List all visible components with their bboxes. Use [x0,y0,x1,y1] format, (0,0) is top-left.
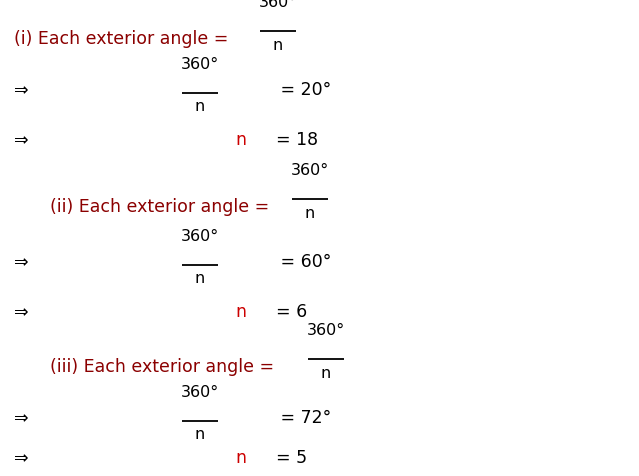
Text: n: n [321,365,331,380]
Text: n: n [195,99,205,114]
Text: 360°: 360° [259,0,297,10]
Text: 360°: 360° [181,384,219,399]
Text: (iii) Each exterior angle =: (iii) Each exterior angle = [50,357,280,375]
Text: 360°: 360° [291,163,329,178]
Text: 360°: 360° [307,322,345,337]
Text: ⇒: ⇒ [14,448,29,466]
Text: = 20°: = 20° [275,81,331,99]
Text: ⇒: ⇒ [14,131,29,149]
Text: ⇒: ⇒ [14,302,29,320]
Text: n: n [305,206,315,220]
Text: ⇒: ⇒ [14,408,29,426]
Text: = 5: = 5 [265,448,307,466]
Text: = 6: = 6 [265,302,307,320]
Text: (ii) Each exterior angle =: (ii) Each exterior angle = [50,198,275,216]
Text: (i) Each exterior angle =: (i) Each exterior angle = [14,30,234,48]
Text: = 72°: = 72° [275,408,331,426]
Text: n: n [235,302,246,320]
Text: = 60°: = 60° [275,252,332,270]
Text: n: n [235,131,246,149]
Text: 360°: 360° [181,57,219,72]
Text: n: n [235,448,246,466]
Text: n: n [195,426,205,441]
Text: n: n [273,38,283,53]
Text: ⇒: ⇒ [14,252,29,270]
Text: = 18: = 18 [265,131,318,149]
Text: ⇒: ⇒ [14,81,29,99]
Text: 360°: 360° [181,228,219,244]
Text: n: n [195,270,205,286]
